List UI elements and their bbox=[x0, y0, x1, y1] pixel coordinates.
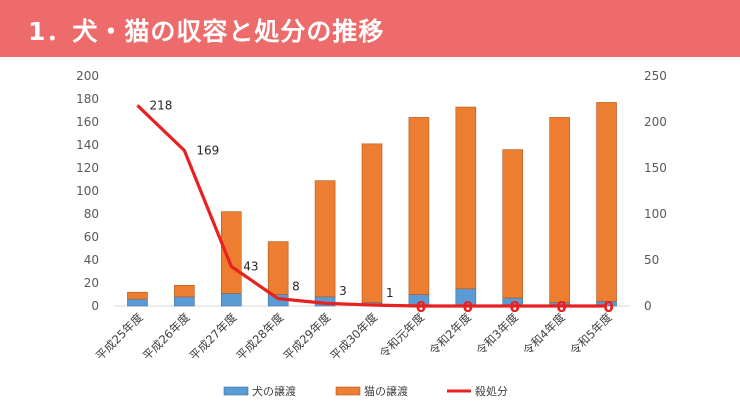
y-left-tick-label: 60 bbox=[84, 230, 99, 244]
cat-adoption-bar bbox=[127, 291, 148, 300]
x-category-label: 平成25年度 bbox=[93, 310, 146, 363]
y-left-tick-label: 20 bbox=[84, 276, 99, 290]
kill-value-label: 3 bbox=[339, 284, 347, 298]
dog-adoption-bar bbox=[127, 298, 148, 307]
cat-adoption-bar bbox=[549, 117, 570, 303]
cat-adoption-bar bbox=[267, 241, 289, 295]
x-category-label: 平成27年度 bbox=[187, 310, 240, 363]
x-category-label: 平成28年度 bbox=[234, 310, 287, 363]
dog-adoption-bar bbox=[220, 293, 242, 307]
cat-adoption-bar bbox=[596, 102, 617, 302]
y-right-tick-label: 50 bbox=[644, 253, 659, 267]
dog-adoption-bar bbox=[174, 296, 195, 307]
y-left-tick-label: 180 bbox=[76, 92, 99, 106]
x-category-label: 平成26年度 bbox=[140, 310, 193, 363]
legend-label: 猫の譲渡 bbox=[364, 384, 408, 398]
kill-value-label: 0 bbox=[603, 298, 613, 316]
x-category-label: 令和元年度 bbox=[376, 310, 427, 361]
x-category-label: 令和5年度 bbox=[567, 310, 615, 358]
y-left-tick-label: 0 bbox=[91, 299, 99, 313]
y-left-tick-label: 120 bbox=[76, 161, 99, 175]
y-right-tick-label: 0 bbox=[644, 299, 652, 313]
cat-adoption-bar bbox=[174, 284, 195, 298]
kill-line bbox=[136, 104, 607, 308]
y-left-tick-label: 40 bbox=[84, 253, 99, 267]
legend-label: 犬の譲渡 bbox=[252, 384, 296, 398]
slide-title: 1．犬・猫の収容と処分の推移 bbox=[28, 17, 385, 46]
cat-adoption-bar bbox=[408, 117, 430, 295]
y-right-tick-label: 200 bbox=[644, 115, 667, 129]
x-category-label: 令和3年度 bbox=[473, 310, 521, 358]
legend-swatch bbox=[335, 386, 361, 396]
kill-value-label: 0 bbox=[510, 298, 520, 316]
kill-value-label: 43 bbox=[243, 259, 258, 273]
x-category-label: 令和2年度 bbox=[426, 310, 474, 358]
y-right-tick-label: 100 bbox=[644, 207, 667, 221]
kill-value-label: 218 bbox=[149, 98, 172, 112]
cat-adoption-bar bbox=[502, 149, 524, 299]
y-left-tick-label: 200 bbox=[76, 69, 99, 83]
kill-value-label: 169 bbox=[196, 144, 219, 158]
kill-value-label: 0 bbox=[556, 298, 566, 316]
y-left-tick-label: 100 bbox=[76, 184, 99, 198]
y-right-tick-label: 250 bbox=[644, 69, 667, 83]
kill-value-label: 1 bbox=[386, 286, 394, 300]
x-category-label: 令和4年度 bbox=[520, 310, 568, 358]
cat-adoption-bar bbox=[361, 143, 383, 303]
title-bar: 1．犬・猫の収容と処分の推移 bbox=[0, 0, 740, 57]
y-left-tick-label: 140 bbox=[76, 138, 99, 152]
x-category-label: 平成30年度 bbox=[327, 310, 380, 363]
kill-value-label: 0 bbox=[416, 298, 426, 316]
y-left-tick-label: 160 bbox=[76, 115, 99, 129]
kill-value-label: 8 bbox=[292, 280, 300, 294]
cat-adoption-bar bbox=[314, 180, 336, 298]
cat-adoption-bar bbox=[455, 106, 477, 290]
x-category-label: 平成29年度 bbox=[280, 310, 333, 363]
legend-swatch bbox=[223, 386, 249, 396]
y-right-tick-label: 150 bbox=[644, 161, 667, 175]
kill-value-label: 0 bbox=[463, 298, 473, 316]
y-left-tick-label: 80 bbox=[84, 207, 99, 221]
cat-adoption-bar bbox=[220, 211, 242, 294]
legend-label: 殺処分 bbox=[475, 384, 508, 398]
